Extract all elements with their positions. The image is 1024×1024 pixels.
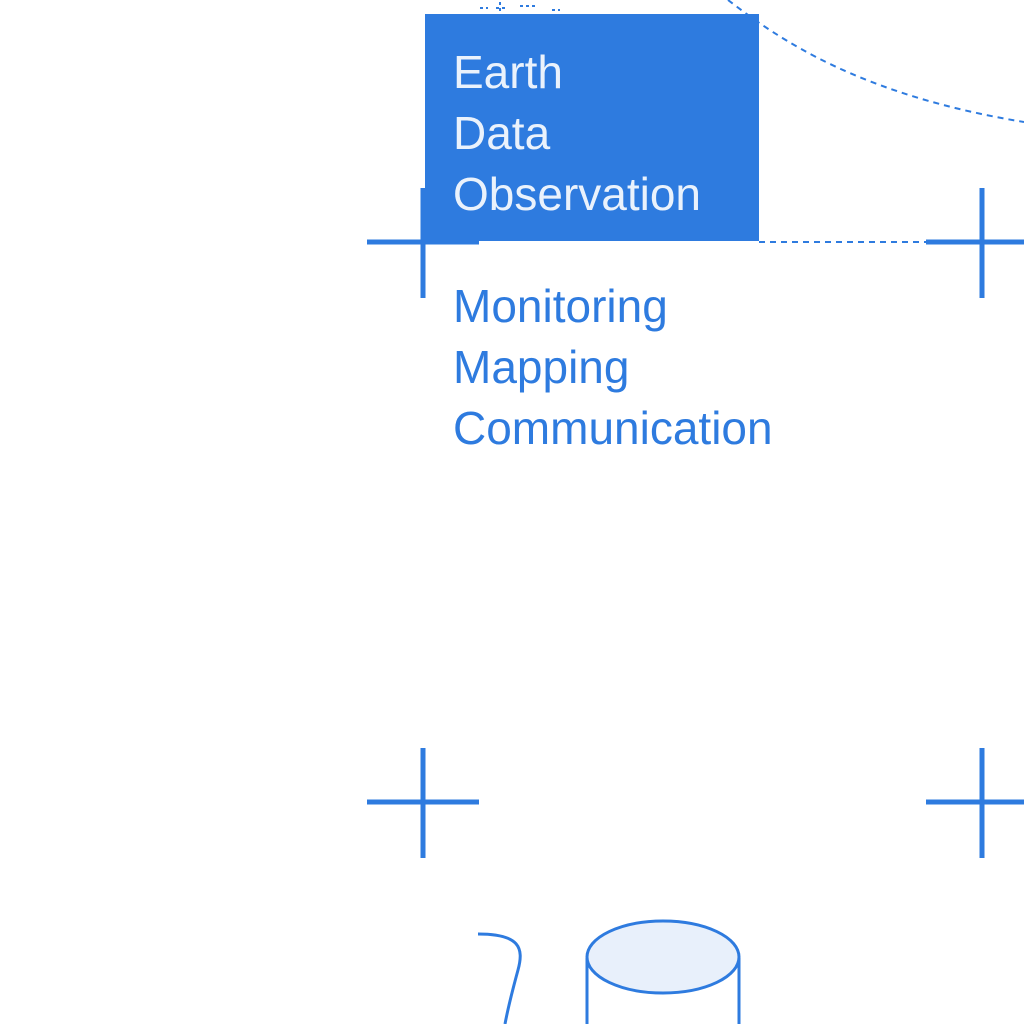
title-line-1: Earth (453, 46, 563, 98)
title-box-background (425, 14, 759, 241)
list-item-mapping: Mapping (453, 341, 630, 393)
dashed-arc-connector (727, 0, 1024, 123)
item-list: Monitoring Mapping Communication (453, 276, 773, 459)
title-box: Earth Data Observation (425, 14, 759, 241)
list-item-communication: Communication (453, 402, 773, 454)
list-item-monitoring: Monitoring (453, 280, 668, 332)
crosshair-marker-top-left (367, 188, 479, 298)
crosshair-marker-bottom-right (926, 748, 1024, 858)
crosshair-marker-bottom-left (367, 748, 479, 858)
stray-mark (480, 2, 560, 14)
crosshair-marker-top-right (926, 188, 1024, 298)
curved-line (477, 932, 522, 1024)
title-line-3: Observation (453, 168, 702, 220)
database-icon (585, 919, 741, 1024)
title-line-2: Data (453, 107, 551, 159)
